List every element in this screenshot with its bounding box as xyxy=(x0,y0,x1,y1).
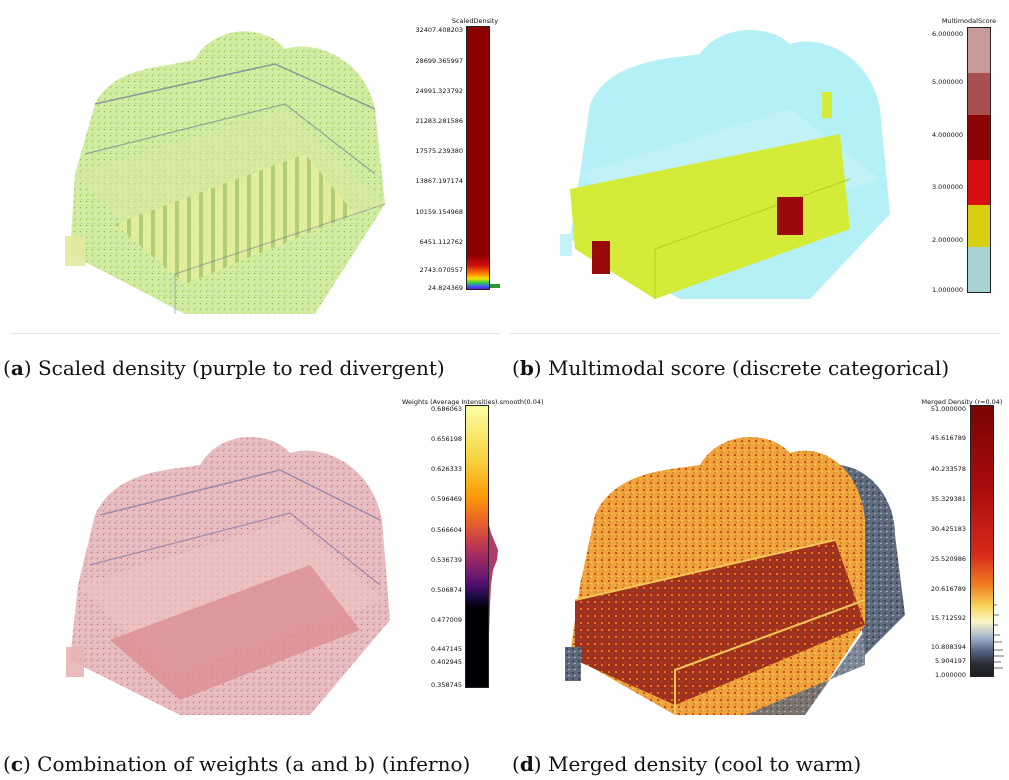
tick-label: 25.520986 xyxy=(930,555,966,563)
figure-panel-a: ScaledDensity 32407.408203 28699.365997 … xyxy=(0,0,500,395)
tick-label: 32407.408203 xyxy=(415,26,463,34)
caption-letter: a xyxy=(10,356,24,380)
tick-label: 40.233578 xyxy=(930,465,966,473)
tick-label: 13867.197174 xyxy=(415,177,463,185)
caption-a: (a) Scaled density (purple to red diverg… xyxy=(3,356,445,380)
caption-text: Multimodal score (discrete categorical) xyxy=(541,356,950,380)
panel-divider xyxy=(10,333,500,334)
caption-letter: d xyxy=(519,752,534,776)
colorbar-c xyxy=(465,405,489,688)
tick-label: 0.358745 xyxy=(430,681,462,689)
point-cloud-render-c xyxy=(60,425,400,725)
figure-panel-b: MultimodalScore 6.000000 5.000000 4.0000… xyxy=(505,0,1009,395)
tick-label: 28699.365997 xyxy=(415,57,463,65)
tick-label: 0.506874 xyxy=(430,586,462,594)
figure-panel-c: Weights (Average Intensities).smooth(0.0… xyxy=(0,395,544,780)
colorbar-d xyxy=(970,405,994,677)
colorbar-histogram-c xyxy=(489,525,498,635)
caption-text: Combination of weights (a and b) (infern… xyxy=(30,752,471,776)
tick-label: 2.000000 xyxy=(931,236,963,244)
tick-label: 24991.323792 xyxy=(415,87,463,95)
tick-label: 10.808394 xyxy=(930,643,966,651)
tick-label: 6.000000 xyxy=(931,30,963,38)
tick-label: 4.000000 xyxy=(931,131,963,139)
tick-label: 0.402945 xyxy=(430,658,462,666)
caption-text: Merged density (cool to warm) xyxy=(541,752,862,776)
tick-label: 0.596469 xyxy=(430,495,462,503)
tick-label: 0.566604 xyxy=(430,526,462,534)
tick-label: 0.447145 xyxy=(430,645,462,653)
tick-label: 35.329381 xyxy=(930,495,966,503)
caption-d: (d) Merged density (cool to warm) xyxy=(512,752,862,776)
tick-label: 0.536739 xyxy=(430,556,462,564)
tick-label: 1.000000 xyxy=(931,286,963,294)
colorbar-title-b: MultimodalScore xyxy=(941,17,997,25)
caption-letter: c xyxy=(10,752,23,776)
figure-panel-d: Merged Density (r=0.04) 51.000000 45.616… xyxy=(505,395,1009,780)
tick-label: 15.712592 xyxy=(930,614,966,622)
colorbar-histogram-d xyxy=(994,604,1004,669)
caption-letter: b xyxy=(519,356,534,380)
tick-label: 20.616789 xyxy=(930,585,966,593)
tick-label: 6451.112762 xyxy=(419,238,463,246)
tick-label: 5.000000 xyxy=(931,78,963,86)
colorbar-b xyxy=(967,27,991,293)
colorbar-title-c: Weights (Average Intensities).smooth(0.0… xyxy=(402,398,544,406)
tick-label: 10159.154968 xyxy=(415,208,463,216)
point-cloud-render-a xyxy=(55,14,400,324)
point-cloud-render-d xyxy=(565,425,910,725)
tick-label: 45.616789 xyxy=(930,434,966,442)
colorbar-a xyxy=(466,26,490,290)
caption-c: (c) Combination of weights (a and b) (in… xyxy=(3,752,471,776)
colorbar-title-a: ScaledDensity xyxy=(451,17,499,25)
tick-label: 0.626333 xyxy=(430,465,462,473)
tick-label: 0.686063 xyxy=(430,405,462,413)
caption-b: (b) Multimodal score (discrete categoric… xyxy=(512,356,950,380)
panel-divider xyxy=(510,333,1000,334)
tick-label: 17575.239380 xyxy=(415,147,463,155)
colorbar-histogram-a xyxy=(490,284,500,288)
tick-label: 0.656198 xyxy=(430,435,462,443)
tick-label: 21283.281586 xyxy=(415,117,463,125)
tick-label: 0.477009 xyxy=(430,616,462,624)
tick-label: 24.824369 xyxy=(427,284,463,292)
tick-label: 2743.070557 xyxy=(419,266,463,274)
colorbar-title-d: Merged Density (r=0.04) xyxy=(921,398,1003,406)
tick-label: 5.904197 xyxy=(934,657,966,665)
tick-label: 51.000000 xyxy=(930,405,966,413)
tick-label: 30.425183 xyxy=(930,525,966,533)
tick-label: 3.000000 xyxy=(931,183,963,191)
caption-text: Scaled density (purple to red divergent) xyxy=(31,356,445,380)
point-cloud-render-b xyxy=(560,14,905,314)
tick-label: 1.000000 xyxy=(934,671,966,679)
